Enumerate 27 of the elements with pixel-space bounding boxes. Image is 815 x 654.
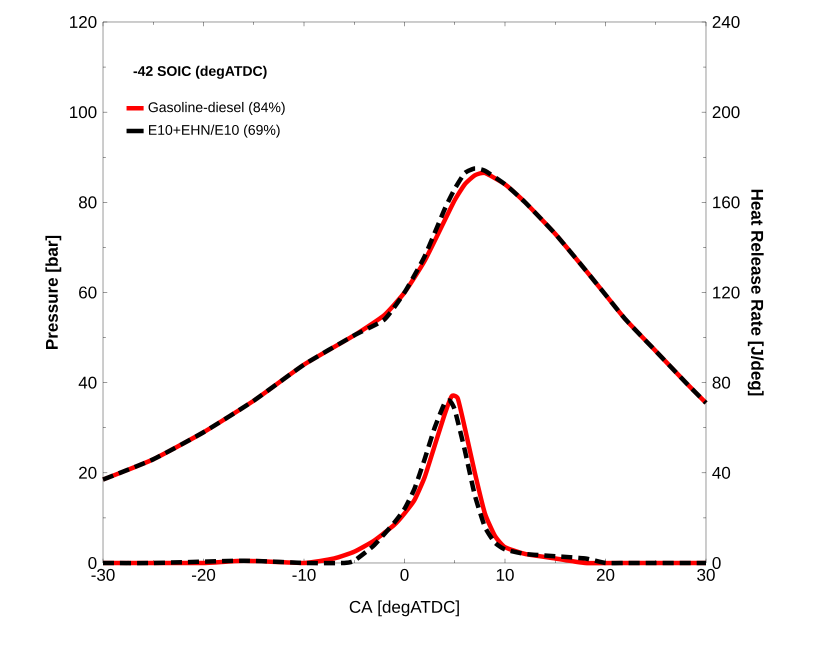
y2-axis-title: Heat Release Rate [J/deg] [748,190,764,396]
x-tick-label: 10 [496,568,514,581]
y2-tick-label: 240 [712,16,740,28]
y2-tick-label: 120 [713,286,740,299]
y2-tick-label: 200 [712,106,740,118]
y-axis-title: Pressure [bar] [45,236,62,349]
y-tick-label: 60 [79,286,96,299]
x-tick-label: 30 [697,568,715,581]
legend-label: E10+EHN/E10 (69%) [149,124,280,138]
x-axis-title: CA [degATDC] [350,600,459,616]
y2-tick-label: 160 [713,196,740,208]
y-tick-label: 0 [88,556,96,570]
annotation: -42 SOIC (degATDC) [134,66,267,79]
y2-tick-label: 40 [712,466,730,479]
legend-label: Gasoline-diesel (84%) [148,102,285,115]
x-tick-label: -20 [192,568,216,581]
y2-tick-label: 80 [712,376,730,389]
y-tick-label: 120 [70,16,96,28]
y-tick-label: 20 [79,466,96,479]
x-tick-label: -30 [91,568,115,581]
x-tick-label: 0 [400,568,409,581]
y-tick-label: 40 [78,376,96,389]
y-tick-label: 100 [70,106,96,118]
x-tick-label: 20 [596,568,614,581]
y-tick-label: 80 [78,196,96,208]
x-tick-label: -10 [292,568,316,581]
y2-tick-label: 0 [712,556,721,570]
